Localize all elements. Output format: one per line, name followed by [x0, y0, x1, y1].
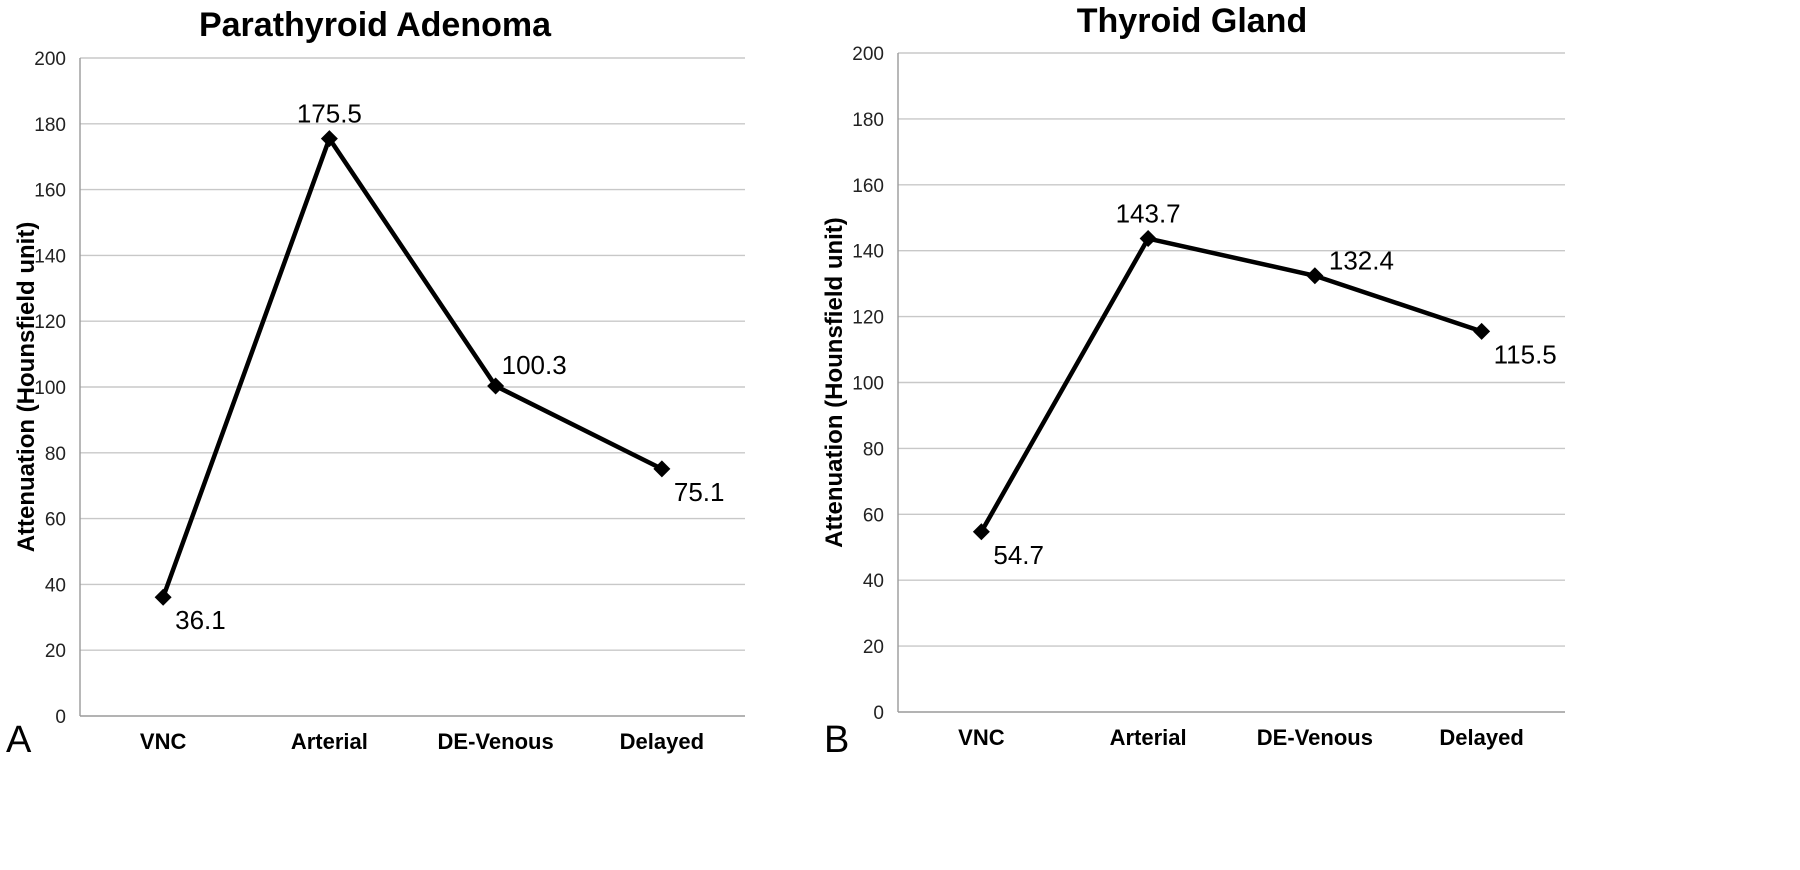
y-tick-label: 160: [852, 176, 884, 197]
data-series: 54.7 143.7 132.4 115.5: [972, 199, 1557, 570]
data-point-marker: [1473, 322, 1491, 340]
data-point-marker: [653, 460, 671, 478]
data-series: 36.1 175.5 100.3 75.1: [154, 99, 725, 635]
y-tick-label: 80: [45, 444, 66, 465]
y-tick-label: 20: [863, 637, 884, 658]
x-category-labels: VNC Arterial DE-Venous Delayed: [958, 725, 1524, 750]
y-tick-label: 0: [55, 707, 66, 728]
data-label: 175.5: [297, 99, 362, 129]
y-tick-label: 80: [863, 439, 884, 460]
data-point-marker: [320, 130, 338, 148]
y-tick-label: 140: [34, 246, 66, 267]
data-point-marker: [1306, 267, 1324, 285]
data-point-marker: [154, 588, 172, 606]
y-tick-label: 40: [45, 575, 66, 596]
y-tick-label: 100: [852, 374, 884, 395]
y-tick-label: 100: [34, 378, 66, 399]
data-label: 75.1: [674, 477, 725, 507]
y-tick-label: 60: [863, 505, 884, 526]
chart-panel-thyroid-gland: Thyroid Gland Attenuation (Hounsfield un…: [821, 2, 1565, 761]
x-category-label: Arterial: [1110, 725, 1187, 750]
y-tick-label: 120: [852, 308, 884, 329]
y-tick-label: 180: [34, 115, 66, 136]
data-point-marker: [487, 377, 505, 395]
x-category-label: VNC: [140, 729, 187, 754]
x-category-label: Arterial: [291, 729, 368, 754]
panel-letter: A: [6, 719, 32, 761]
y-axis-label: Attenuation (Hounsfield unit): [13, 222, 40, 553]
y-tick-label: 200: [852, 44, 884, 65]
chart-panel-parathyroid-adenoma: Parathyroid Adenoma Attenuation (Hounsfi…: [6, 6, 745, 761]
data-label: 115.5: [1494, 339, 1557, 369]
panel-letter: B: [824, 719, 849, 761]
series-line: [161, 133, 663, 598]
y-tick-label: 60: [45, 510, 66, 531]
y-tick-label: 40: [863, 571, 884, 592]
x-category-label: Delayed: [1439, 725, 1523, 750]
x-category-label: VNC: [958, 725, 1005, 750]
y-tick-label: 120: [34, 312, 66, 333]
y-tick-label: 200: [34, 49, 66, 70]
y-tick-label: 20: [45, 641, 66, 662]
data-point-marker: [972, 523, 990, 541]
data-label: 36.1: [175, 605, 226, 635]
y-tick-label: 180: [852, 110, 884, 131]
data-point-marker: [1139, 230, 1157, 248]
y-gridlines: [897, 52, 1565, 713]
y-tick-label: 140: [852, 242, 884, 263]
x-category-label: Delayed: [620, 729, 704, 754]
chart-title: Thyroid Gland: [1077, 2, 1307, 40]
y-tick-labels: 0 20 40 60 80 100 120 140 160 180 200: [852, 44, 884, 724]
x-category-label: DE-Venous: [438, 729, 554, 754]
data-label: 100.3: [502, 350, 567, 380]
data-label: 143.7: [1116, 199, 1181, 229]
chart-title: Parathyroid Adenoma: [199, 6, 552, 44]
y-tick-label: 160: [34, 181, 66, 202]
data-label: 54.7: [993, 540, 1044, 570]
x-category-label: DE-Venous: [1257, 725, 1373, 750]
data-label: 132.4: [1329, 246, 1394, 276]
y-gridlines: [79, 57, 745, 717]
y-tick-labels: 0 20 40 60 80 100 120 140 160 180 200: [34, 49, 66, 728]
series-line: [979, 235, 1483, 533]
y-axis-label: Attenuation (Hounsfield unit): [821, 217, 848, 548]
x-category-labels: VNC Arterial DE-Venous Delayed: [140, 729, 704, 754]
y-tick-label: 0: [873, 703, 884, 724]
